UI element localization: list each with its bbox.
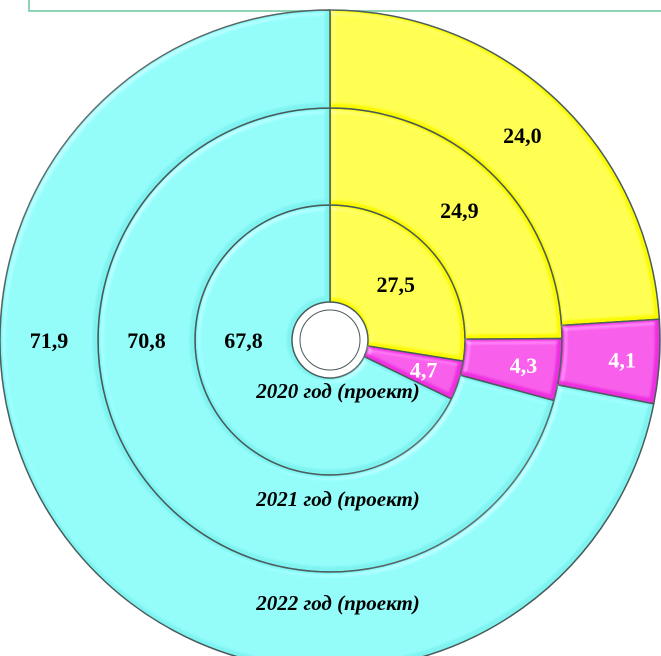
ring-2-label-magenta: 4,3 (510, 353, 538, 378)
ring-3-label-magenta: 4,1 (608, 347, 636, 372)
ring-1-name: 2020 год (проект) (255, 379, 420, 403)
ring-1-label-yellow: 27,5 (377, 272, 416, 297)
ring-2-label-cyan: 70,8 (127, 328, 166, 353)
ring-2-name: 2021 год (проект) (255, 487, 420, 511)
ring-3-name: 2022 год (проект) (255, 591, 420, 615)
ring-3-label-cyan: 71,9 (30, 328, 69, 353)
ring-2-label-yellow: 24,9 (440, 198, 479, 223)
ring-3-segment-cyan (0, 9, 655, 656)
ring-3-label-yellow: 24,0 (503, 123, 542, 148)
ring-3-segment-yellow (329, 9, 661, 327)
center-hole (299, 309, 361, 371)
ring-1-label-cyan: 67,8 (224, 328, 263, 353)
ring-1-label-magenta: 4,7 (410, 357, 438, 382)
